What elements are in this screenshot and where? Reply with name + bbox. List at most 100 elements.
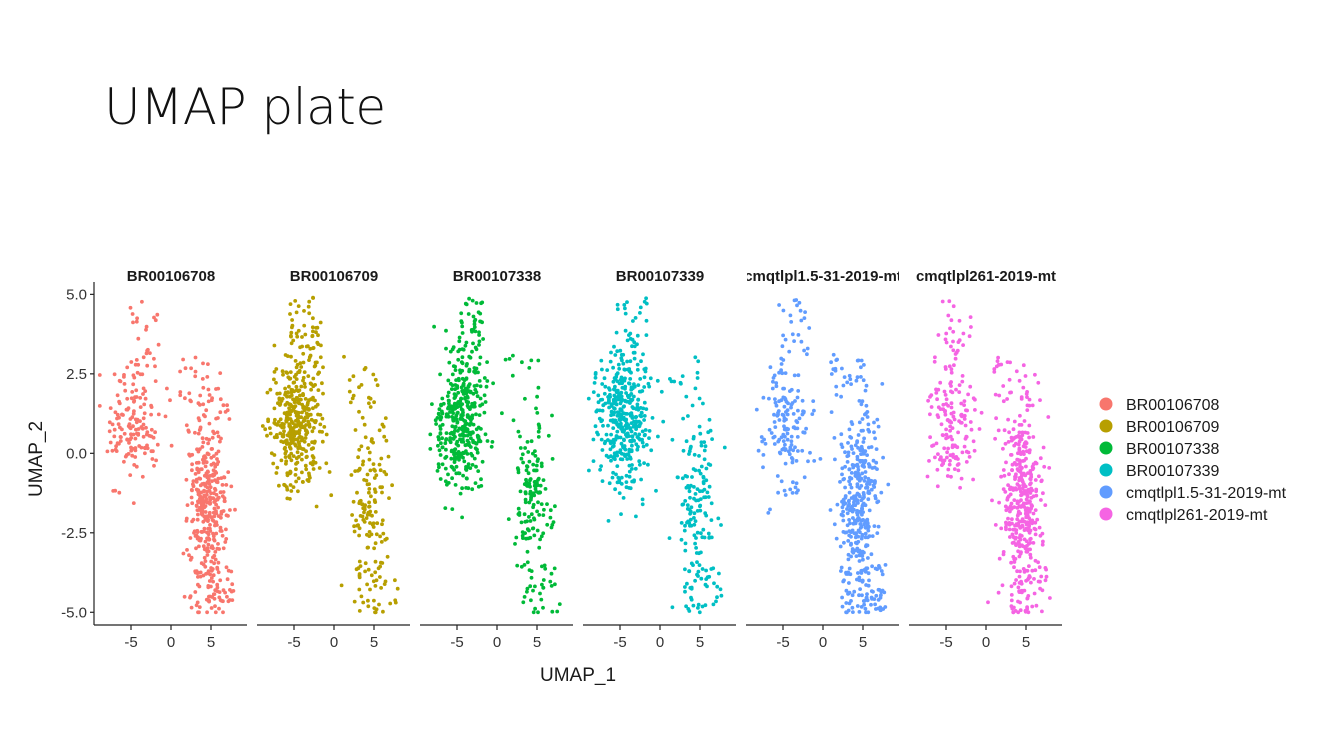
- scatter-point: [1019, 395, 1024, 400]
- scatter-point: [860, 551, 865, 556]
- scatter-point: [863, 388, 868, 393]
- scatter-point: [779, 479, 784, 484]
- scatter-point: [127, 441, 131, 445]
- scatter-point: [690, 403, 695, 408]
- scatter-point: [647, 384, 652, 389]
- scatter-point: [193, 472, 198, 476]
- scatter-point: [129, 445, 133, 450]
- scatter-point: [310, 429, 315, 434]
- scatter-point: [449, 464, 454, 469]
- scatter-point: [788, 313, 793, 318]
- scatter-point: [606, 423, 610, 428]
- scatter-point: [374, 607, 379, 612]
- scatter-point: [438, 417, 443, 422]
- scatter-point: [473, 329, 478, 334]
- scatter-point: [303, 332, 308, 337]
- scatter-point: [309, 387, 313, 392]
- scatter-point: [772, 420, 777, 424]
- scatter-point: [851, 516, 855, 520]
- scatter-point: [500, 411, 504, 416]
- scatter-point: [130, 453, 135, 458]
- scatter-point: [1021, 503, 1026, 508]
- scatter-point: [643, 369, 648, 374]
- scatter-point: [1011, 610, 1016, 615]
- scatter-point: [366, 446, 370, 450]
- scatter-point: [97, 373, 102, 377]
- scatter-point: [379, 586, 383, 590]
- scatter-point: [299, 421, 304, 426]
- scatter-point: [294, 431, 299, 436]
- scatter-point: [1014, 578, 1018, 582]
- scatter-point: [855, 358, 860, 363]
- legend-label: BR00107339: [1126, 463, 1220, 480]
- scatter-point: [639, 477, 643, 482]
- scatter-point: [283, 403, 288, 407]
- scatter-point: [860, 507, 865, 511]
- scatter-point: [860, 459, 865, 463]
- scatter-point: [861, 501, 866, 506]
- scatter-point: [168, 398, 172, 403]
- scatter-point: [450, 405, 454, 410]
- scatter-point: [457, 455, 462, 460]
- scatter-point: [125, 437, 130, 442]
- scatter-point: [692, 452, 697, 457]
- scatter-point: [216, 434, 221, 439]
- scatter-point: [474, 390, 479, 395]
- scatter-point: [381, 531, 386, 536]
- scatter-point: [289, 439, 294, 444]
- scatter-point: [131, 382, 136, 387]
- scatter-point: [1037, 474, 1041, 479]
- scatter-point: [307, 398, 311, 403]
- scatter-point: [634, 407, 639, 411]
- scatter-point: [308, 346, 313, 351]
- scatter-point: [781, 358, 786, 362]
- scatter-point: [134, 358, 139, 362]
- scatter-point: [849, 534, 853, 539]
- scatter-point: [951, 348, 956, 353]
- scatter-point: [485, 439, 490, 443]
- scatter-point: [461, 381, 466, 386]
- scatter-point: [1010, 606, 1015, 611]
- scatter-point: [224, 483, 229, 487]
- scatter-point: [629, 429, 634, 434]
- scatter-point: [844, 530, 849, 535]
- scatter-point: [615, 464, 620, 468]
- scatter-point: [329, 493, 334, 498]
- scatter-point: [861, 557, 865, 562]
- scatter-point: [866, 610, 871, 615]
- scatter-point: [365, 512, 370, 517]
- scatter-point: [460, 486, 464, 491]
- scatter-point: [804, 426, 808, 431]
- scatter-point: [212, 553, 217, 558]
- scatter-point: [869, 487, 874, 492]
- scatter-point: [848, 572, 853, 577]
- scatter-point: [199, 561, 204, 566]
- scatter-point: [698, 497, 703, 501]
- scatter-point: [856, 464, 860, 469]
- scatter-point: [462, 419, 467, 423]
- scatter-point: [224, 537, 229, 541]
- scatter-point: [183, 366, 188, 371]
- scatter-point: [789, 405, 793, 410]
- scatter-point: [790, 460, 795, 465]
- scatter-point: [528, 489, 533, 494]
- scatter-point: [1027, 423, 1032, 428]
- scatter-point: [1044, 574, 1049, 579]
- scatter-point: [951, 339, 955, 344]
- scatter-point: [288, 370, 293, 374]
- scatter-point: [373, 610, 377, 615]
- scatter-point: [490, 440, 495, 444]
- scatter-point: [131, 320, 135, 325]
- scatter-point: [855, 499, 860, 504]
- scatter-point: [606, 455, 611, 459]
- scatter-point: [612, 441, 616, 445]
- scatter-point: [697, 454, 701, 458]
- scatter-point: [688, 517, 693, 522]
- scatter-point: [857, 420, 862, 425]
- scatter-point: [851, 610, 855, 614]
- scatter-point: [698, 489, 702, 494]
- scatter-point: [858, 587, 862, 591]
- scatter-point: [134, 427, 138, 432]
- scatter-point: [218, 371, 223, 375]
- scatter-point: [316, 388, 321, 392]
